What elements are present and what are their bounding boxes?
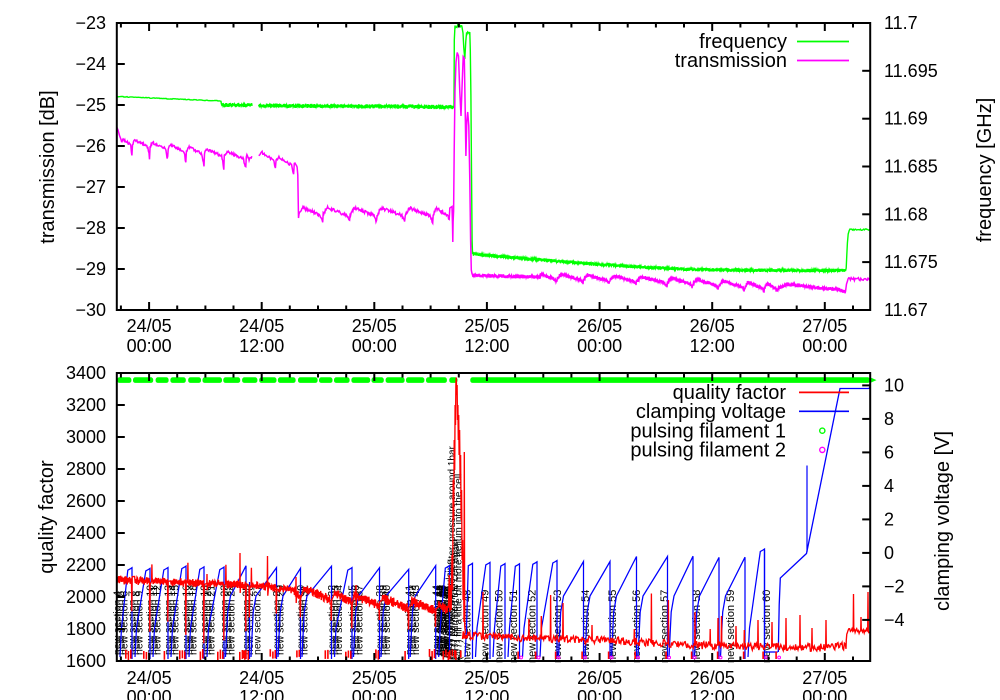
- svg-text:new section 23: new section 23: [222, 585, 234, 655]
- svg-text:−27: −27: [75, 177, 106, 197]
- svg-text:00:00: 00:00: [802, 336, 847, 356]
- svg-text:new section 33: new section 33: [330, 585, 342, 655]
- svg-text:2: 2: [884, 509, 894, 529]
- svg-text:new section 52: new section 52: [527, 590, 539, 663]
- svg-text:new section 44: new section 44: [432, 585, 444, 655]
- svg-text:26/05: 26/05: [690, 668, 735, 688]
- svg-text:new section 59: new section 59: [725, 590, 737, 663]
- svg-text:12:00: 12:00: [239, 687, 284, 700]
- svg-text:pulsing filament 2: pulsing filament 2: [630, 440, 786, 462]
- svg-text:(4/7) pumped the cell again: (4/7) pumped the cell again: [450, 539, 461, 660]
- svg-text:−2: −2: [884, 576, 905, 596]
- svg-text:00:00: 00:00: [127, 336, 172, 356]
- svg-text:3000: 3000: [66, 427, 106, 447]
- svg-text:pulsing filament 1: pulsing filament 1: [630, 421, 786, 443]
- svg-text:8: 8: [884, 409, 894, 429]
- svg-text:24/05: 24/05: [239, 668, 284, 688]
- svg-text:1800: 1800: [66, 619, 106, 639]
- svg-text:−26: −26: [75, 136, 106, 156]
- svg-text:−30: −30: [75, 300, 106, 320]
- svg-text:new section 14: new section 14: [166, 585, 178, 655]
- svg-text:−25: −25: [75, 95, 106, 115]
- svg-text:new section 11: new section 11: [148, 586, 160, 655]
- svg-text:(4/7) fill a little bit more h: (4/7) fill a little bit more helium into…: [454, 474, 465, 660]
- svg-text:00:00: 00:00: [802, 687, 847, 700]
- svg-text:2800: 2800: [66, 459, 106, 479]
- svg-text:new section 24: new section 24: [225, 585, 237, 655]
- svg-text:frequency [GHz]: frequency [GHz]: [974, 98, 996, 243]
- svg-text:−4: −4: [884, 610, 905, 630]
- svg-text:25/05: 25/05: [464, 316, 509, 336]
- svg-text:2600: 2600: [66, 491, 106, 511]
- svg-text:12:00: 12:00: [690, 687, 735, 700]
- svg-text:11.695: 11.695: [884, 61, 938, 81]
- svg-text:−29: −29: [75, 259, 106, 279]
- svg-text:clamping voltage [V]: clamping voltage [V]: [932, 431, 954, 611]
- svg-text:3200: 3200: [66, 395, 106, 415]
- svg-text:11.67: 11.67: [884, 300, 928, 320]
- svg-text:00:00: 00:00: [127, 687, 172, 700]
- svg-text:11.675: 11.675: [884, 252, 938, 272]
- svg-text:11.7: 11.7: [884, 13, 918, 33]
- svg-text:12:00: 12:00: [464, 687, 509, 700]
- svg-text:frequency: frequency: [699, 31, 787, 53]
- svg-text:11.69: 11.69: [884, 109, 928, 129]
- svg-text:27/05: 27/05: [802, 316, 847, 336]
- svg-text:26/05: 26/05: [577, 668, 622, 688]
- svg-text:26/05: 26/05: [690, 316, 735, 336]
- svg-text:12:00: 12:00: [690, 336, 735, 356]
- svg-text:24/05: 24/05: [239, 316, 284, 336]
- svg-text:new section 6: new section 6: [118, 591, 130, 655]
- svg-text:11.685: 11.685: [884, 157, 938, 177]
- svg-text:00:00: 00:00: [577, 336, 622, 356]
- svg-text:26/05: 26/05: [577, 316, 622, 336]
- svg-text:6: 6: [884, 442, 894, 462]
- svg-text:12:00: 12:00: [239, 336, 284, 356]
- svg-text:clamping voltage: clamping voltage: [636, 401, 786, 423]
- svg-text:2400: 2400: [66, 523, 106, 543]
- svg-text:27/05: 27/05: [802, 668, 847, 688]
- svg-text:−28: −28: [75, 218, 106, 238]
- svg-text:4: 4: [884, 476, 894, 496]
- svg-text:quality factor: quality factor: [36, 460, 58, 574]
- svg-text:10: 10: [884, 375, 904, 395]
- svg-text:new section 8: new section 8: [130, 591, 142, 655]
- svg-text:24/05: 24/05: [127, 316, 172, 336]
- svg-text:0: 0: [884, 543, 894, 563]
- svg-text:2200: 2200: [66, 555, 106, 575]
- svg-text:new section 20: new section 20: [202, 585, 214, 655]
- svg-text:25/05: 25/05: [464, 668, 509, 688]
- svg-text:1600: 1600: [66, 651, 106, 671]
- svg-text:25/05: 25/05: [352, 316, 397, 336]
- svg-text:00:00: 00:00: [577, 687, 622, 700]
- svg-text:24/05: 24/05: [127, 668, 172, 688]
- svg-text:2000: 2000: [66, 587, 106, 607]
- svg-text:12:00: 12:00: [464, 336, 509, 356]
- svg-text:00:00: 00:00: [352, 687, 397, 700]
- svg-text:00:00: 00:00: [352, 336, 397, 356]
- svg-text:new section 29: new section 29: [275, 585, 287, 655]
- svg-text:−23: −23: [75, 13, 106, 33]
- svg-text:transmission: transmission: [675, 50, 787, 72]
- svg-text:−24: −24: [75, 54, 106, 74]
- svg-text:25/05: 25/05: [352, 668, 397, 688]
- svg-text:transmission [dB]: transmission [dB]: [37, 90, 59, 243]
- svg-text:quality factor: quality factor: [673, 382, 787, 404]
- svg-text:new section 17: new section 17: [184, 585, 196, 655]
- svg-text:3400: 3400: [66, 363, 106, 383]
- svg-text:11.68: 11.68: [884, 204, 928, 224]
- svg-text:new section 31: new section 31: [299, 585, 311, 655]
